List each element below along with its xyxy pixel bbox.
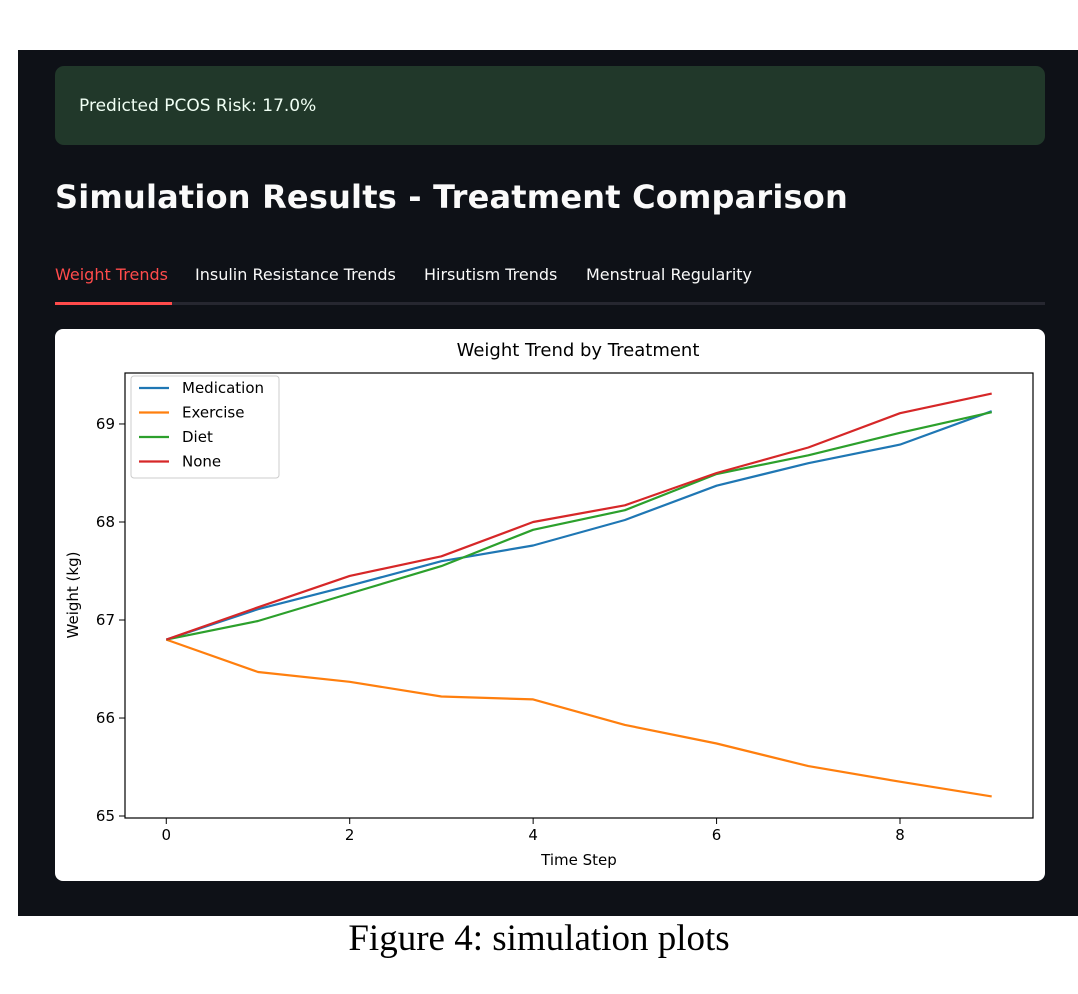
risk-alert-text: Predicted PCOS Risk: 17.0% bbox=[79, 95, 317, 116]
weight-trend-chart: Weight Trend by Treatment 0 2 4 6 8656667686… bbox=[64, 340, 1034, 869]
x-tick-label: 8 bbox=[895, 826, 905, 844]
page-title: Simulation Results - Treatment Compariso… bbox=[55, 178, 848, 216]
series-line-diet bbox=[166, 411, 992, 641]
legend-label-medication: Medication bbox=[182, 379, 264, 397]
chart-legend: Medication Exercise Diet None bbox=[130, 375, 280, 479]
y-tick-label: 66 bbox=[96, 709, 115, 727]
series-line-exercise bbox=[165, 638, 992, 798]
tab-weight-trends[interactable]: Weight Trends bbox=[55, 265, 168, 284]
series-line-medication bbox=[165, 410, 993, 641]
y-tick-label: 68 bbox=[96, 513, 115, 531]
tab-bar: Weight Trends Insulin Resistance Trends … bbox=[55, 255, 1045, 305]
chart-container: Weight Trend by Treatment 0 2 4 6 8 65 66 67 68 6… bbox=[55, 329, 1045, 881]
streamlit-app: Predicted PCOS Risk: 17.0% Simulation Re… bbox=[18, 50, 1078, 916]
y-tick-label: 65 bbox=[96, 807, 115, 825]
y-tick-label: 69 bbox=[96, 415, 115, 433]
legend-label-exercise: Exercise bbox=[182, 404, 244, 422]
x-tick-label: 6 bbox=[712, 826, 722, 844]
tab-hirsutism-trends[interactable]: Hirsutism Trends bbox=[424, 265, 558, 284]
figure-caption: Figure 4: simulation plots bbox=[348, 918, 730, 959]
x-tick-label: 2 bbox=[345, 826, 355, 844]
x-tick-label: 4 bbox=[528, 826, 538, 844]
y-tick-label: 67 bbox=[96, 611, 115, 629]
legend-label-none: None bbox=[182, 453, 221, 471]
x-tick-label: 0 bbox=[161, 826, 171, 844]
chart-title: Weight Trend by Treatment bbox=[457, 340, 700, 361]
legend-box bbox=[130, 375, 280, 479]
series-line-none bbox=[165, 392, 992, 641]
tab-insulin-resistance-trends[interactable]: Insulin Resistance Trends bbox=[195, 265, 396, 284]
plot-area bbox=[124, 372, 1034, 819]
y-axis-label: Weight (kg) bbox=[64, 552, 82, 639]
tab-menstrual-regularity[interactable]: Menstrual Regularity bbox=[586, 265, 753, 284]
legend-label-diet: Diet bbox=[182, 428, 213, 446]
risk-alert: Predicted PCOS Risk: 17.0% bbox=[55, 66, 1045, 145]
x-axis-label: Time Step bbox=[540, 851, 617, 869]
active-tab-indicator bbox=[55, 302, 172, 305]
